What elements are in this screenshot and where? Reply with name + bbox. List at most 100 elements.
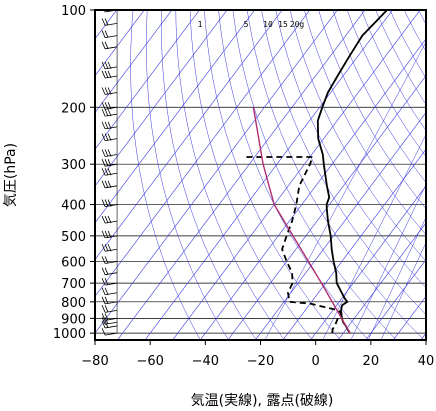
y-tick-label: 400 — [61, 199, 86, 214]
dry-adiabat-line — [261, 10, 426, 315]
wind-barb — [101, 41, 118, 50]
isotherm-line — [95, 10, 145, 77]
x-tick-label: −60 — [136, 354, 163, 369]
isotherm-line — [95, 10, 200, 150]
dry-adiabat-line — [246, 10, 425, 340]
sounding-lines — [246, 10, 388, 334]
mixing-ratio-line — [350, 183, 426, 340]
wind-barb — [101, 180, 118, 189]
wind-barb — [101, 199, 118, 207]
wind-barb — [101, 215, 118, 224]
mixing-ratio-label: 10 — [263, 20, 273, 29]
wind-barb — [101, 230, 118, 239]
isotherm-line — [95, 10, 255, 224]
dry-adiabat-line — [218, 10, 369, 340]
temperature-line — [316, 10, 388, 334]
isotherm-line — [95, 10, 283, 261]
isotherm-line — [95, 10, 228, 187]
isotherm-line — [199, 38, 426, 340]
dewpoint-line — [246, 156, 343, 334]
wind-barb — [101, 296, 118, 305]
x-tick-label: −20 — [247, 354, 274, 369]
wind-barb — [101, 87, 118, 95]
isotherm-line — [95, 10, 311, 297]
wind-barb — [101, 277, 118, 286]
axis-ticks: −80 −60 −40 −20 0 20 40 100 200 300 400 500 600 700 80… — [53, 4, 434, 369]
y-tick-label: 500 — [61, 230, 86, 245]
dry-adiabat-line — [232, 10, 397, 340]
isotherm-line — [144, 10, 393, 340]
wind-barb — [101, 108, 118, 117]
mixing-ratio-label: 15 — [278, 20, 288, 29]
wind-barb — [101, 121, 118, 130]
y-tick-label: 800 — [61, 296, 86, 311]
dry-adiabat-line — [146, 10, 229, 340]
wind-barb — [101, 320, 118, 329]
mixing-ratio-label: 5 — [244, 20, 249, 29]
mixing-ratio-line — [380, 241, 426, 340]
dry-adiabat-line — [189, 10, 313, 340]
dry-adiabat-line — [161, 10, 257, 340]
x-tick-label: 40 — [418, 354, 435, 369]
x-tick-label: 20 — [363, 354, 380, 369]
dry-adiabat-line — [275, 10, 426, 288]
dry-adiabat-line — [389, 10, 426, 79]
x-axis-title: 気温(実線), 露点(破線) — [191, 393, 334, 409]
mixing-ratio-line — [367, 216, 426, 340]
wind-barb — [101, 267, 118, 276]
wind-barb — [101, 168, 118, 176]
isotherm-line — [172, 10, 421, 340]
dry-adiabat-line — [346, 10, 426, 157]
mixing-ratio-label: 20g — [290, 20, 305, 29]
dry-adiabat-line — [304, 10, 426, 236]
wind-barb — [101, 327, 118, 336]
mixing-ratio-line — [264, 41, 426, 340]
dry-adiabat-line — [361, 10, 426, 131]
y-tick-label: 200 — [61, 101, 86, 116]
isotherm-line — [95, 10, 338, 334]
isotherm-line — [254, 111, 426, 340]
x-tick-label: 0 — [312, 354, 320, 369]
x-tick-label: −80 — [81, 354, 108, 369]
dry-adiabat-line — [175, 10, 285, 340]
dry-adiabat-line — [418, 10, 426, 25]
mixing-ratio-label: 1 — [198, 20, 203, 29]
wind-barb — [101, 313, 118, 321]
y-tick-label: 100 — [61, 4, 86, 19]
isotherm-line — [282, 148, 426, 340]
wind-barb — [101, 18, 118, 26]
mixing-ratio-line — [322, 133, 426, 340]
parcel-line — [252, 107, 351, 334]
y-tick-label: 700 — [61, 277, 86, 292]
wind-barb — [101, 61, 118, 70]
y-tick-label: 300 — [61, 158, 86, 173]
isotherm-line — [337, 222, 426, 340]
isotherm-line — [365, 259, 426, 340]
x-tick-label: −40 — [192, 354, 219, 369]
y-axis-title: 気圧(hPa) — [3, 143, 19, 207]
wind-barb — [101, 256, 118, 264]
dry-adiabat-line — [403, 10, 426, 52]
wind-barb — [101, 317, 118, 325]
wind-barb — [101, 149, 118, 157]
mixing-ratio-labels: 1 5 10 15 20g — [198, 20, 305, 29]
wind-barb — [101, 133, 118, 141]
isotherm-line — [95, 10, 173, 113]
isotherm-line — [310, 185, 426, 340]
wind-barb — [101, 159, 118, 167]
y-tick-label: 900 — [61, 312, 86, 327]
isotherm-line — [227, 75, 426, 340]
wind-barb — [101, 287, 118, 296]
isotherm-line — [117, 10, 366, 340]
dry-adiabat-line — [204, 10, 341, 340]
wind-barb — [101, 244, 118, 252]
reference-lines — [95, 10, 426, 340]
dry-adiabat-line — [130, 10, 201, 340]
y-tick-label: 1000 — [53, 327, 86, 342]
wind-barb — [101, 30, 118, 38]
wind-barb — [101, 70, 118, 79]
dry-adiabat-line — [318, 10, 426, 209]
dry-adiabat-line — [332, 10, 426, 183]
wind-barb — [101, 102, 118, 110]
